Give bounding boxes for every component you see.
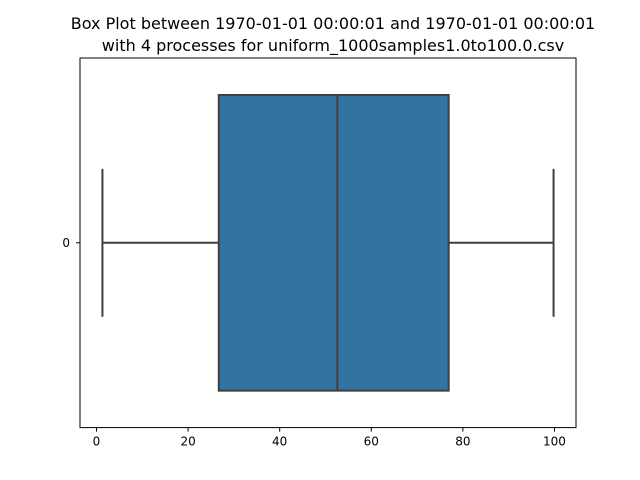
x-tick-label: 100 (543, 435, 566, 449)
x-tick-label: 60 (364, 435, 379, 449)
chart-marks (101, 93, 555, 392)
y-axis: 0 (62, 236, 80, 250)
x-tick-label: 80 (455, 435, 470, 449)
y-tick-label: 0 (62, 236, 70, 250)
x-tick-label: 20 (180, 435, 195, 449)
x-tick-label: 0 (93, 435, 101, 449)
chart-title-line-2: with 4 processes for uniform_1000samples… (102, 36, 564, 56)
x-tick-label: 40 (272, 435, 287, 449)
x-axis: 0 20 40 60 80 100 (93, 427, 566, 449)
chart-title-line-1: Box Plot between 1970-01-01 00:00:01 and… (71, 14, 595, 33)
box-iqr (217, 93, 450, 392)
